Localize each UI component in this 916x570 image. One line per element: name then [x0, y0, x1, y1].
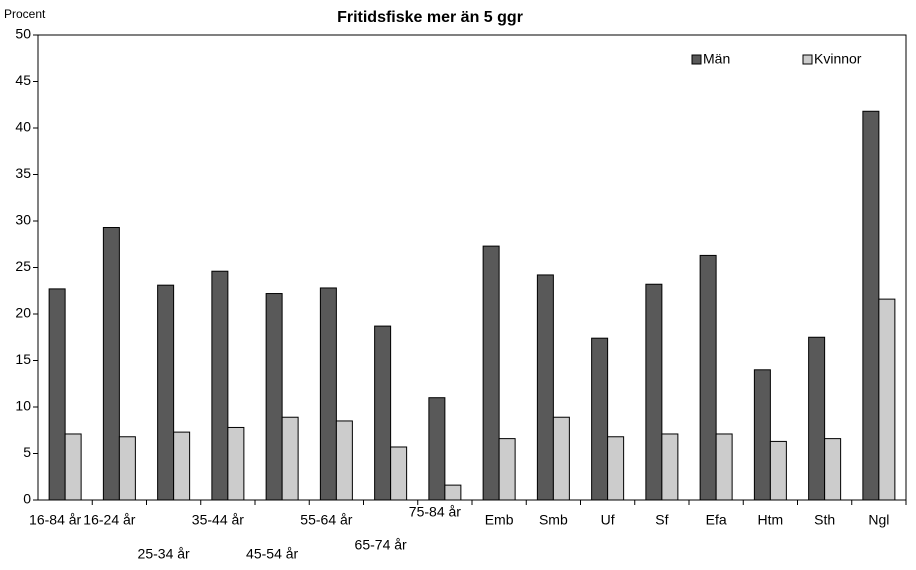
y-tick-label: 40	[15, 119, 31, 135]
x-tick-label: 65-74 år	[355, 537, 407, 553]
bar	[211, 270, 229, 501]
x-tick-label: Ngl	[868, 512, 889, 528]
bar	[64, 433, 82, 501]
x-tick-label: 75-84 år	[409, 504, 461, 520]
bar	[118, 436, 136, 501]
bar	[157, 284, 175, 501]
x-tick-label: 55-64 år	[300, 512, 352, 528]
legend-label: Män	[703, 51, 730, 67]
bar	[265, 293, 283, 501]
bar	[808, 336, 826, 501]
x-tick-label: 16-84 år	[29, 512, 81, 528]
bar	[824, 438, 842, 501]
bar	[102, 227, 120, 501]
y-tick-label: 15	[15, 351, 31, 367]
y-tick-label: 0	[23, 491, 31, 507]
y-tick-label: 10	[15, 398, 31, 414]
bar	[444, 484, 462, 501]
bar	[591, 337, 609, 501]
bar	[661, 433, 679, 501]
legend-swatch	[691, 54, 702, 65]
x-tick-label: 45-54 år	[246, 546, 298, 562]
bar	[227, 426, 245, 501]
x-tick-label: 35-44 år	[192, 512, 244, 528]
x-tick-label: Emb	[485, 512, 514, 528]
bar	[319, 287, 337, 501]
y-tick-label: 35	[15, 165, 31, 181]
bar	[335, 420, 353, 501]
bar	[645, 283, 663, 501]
chart-title: Fritidsfiske mer än 5 ggr	[337, 9, 523, 26]
bar	[753, 369, 771, 501]
bar	[374, 325, 392, 501]
x-tick-label: Uf	[601, 512, 615, 528]
legend-swatch	[802, 54, 813, 65]
bar	[498, 438, 516, 501]
bar	[536, 274, 554, 501]
y-tick-label: 30	[15, 212, 31, 228]
bar	[281, 416, 299, 501]
bar	[482, 245, 500, 501]
y-tick-label: 50	[15, 26, 31, 42]
x-tick-label: Htm	[758, 512, 784, 528]
bar	[699, 254, 717, 501]
x-tick-label: Sf	[655, 512, 668, 528]
y-tick-label: 20	[15, 305, 31, 321]
bar	[552, 416, 570, 501]
x-tick-label: Sth	[814, 512, 835, 528]
bar	[715, 433, 733, 501]
bar	[390, 446, 408, 501]
x-tick-label: Smb	[539, 512, 568, 528]
y-tick-label: 45	[15, 72, 31, 88]
y-axis-label: Procent	[4, 7, 46, 21]
bar	[48, 288, 66, 501]
y-tick-label: 5	[23, 444, 31, 460]
y-tick-label: 25	[15, 258, 31, 274]
bar	[173, 431, 191, 501]
bar	[607, 436, 625, 501]
bar	[862, 110, 880, 501]
x-tick-label: 16-24 år	[83, 512, 135, 528]
bar	[769, 440, 787, 501]
x-tick-label: 25-34 år	[138, 546, 190, 562]
bar	[878, 298, 896, 501]
x-tick-label: Efa	[706, 512, 727, 528]
legend-label: Kvinnor	[814, 51, 862, 67]
bar	[428, 397, 446, 501]
